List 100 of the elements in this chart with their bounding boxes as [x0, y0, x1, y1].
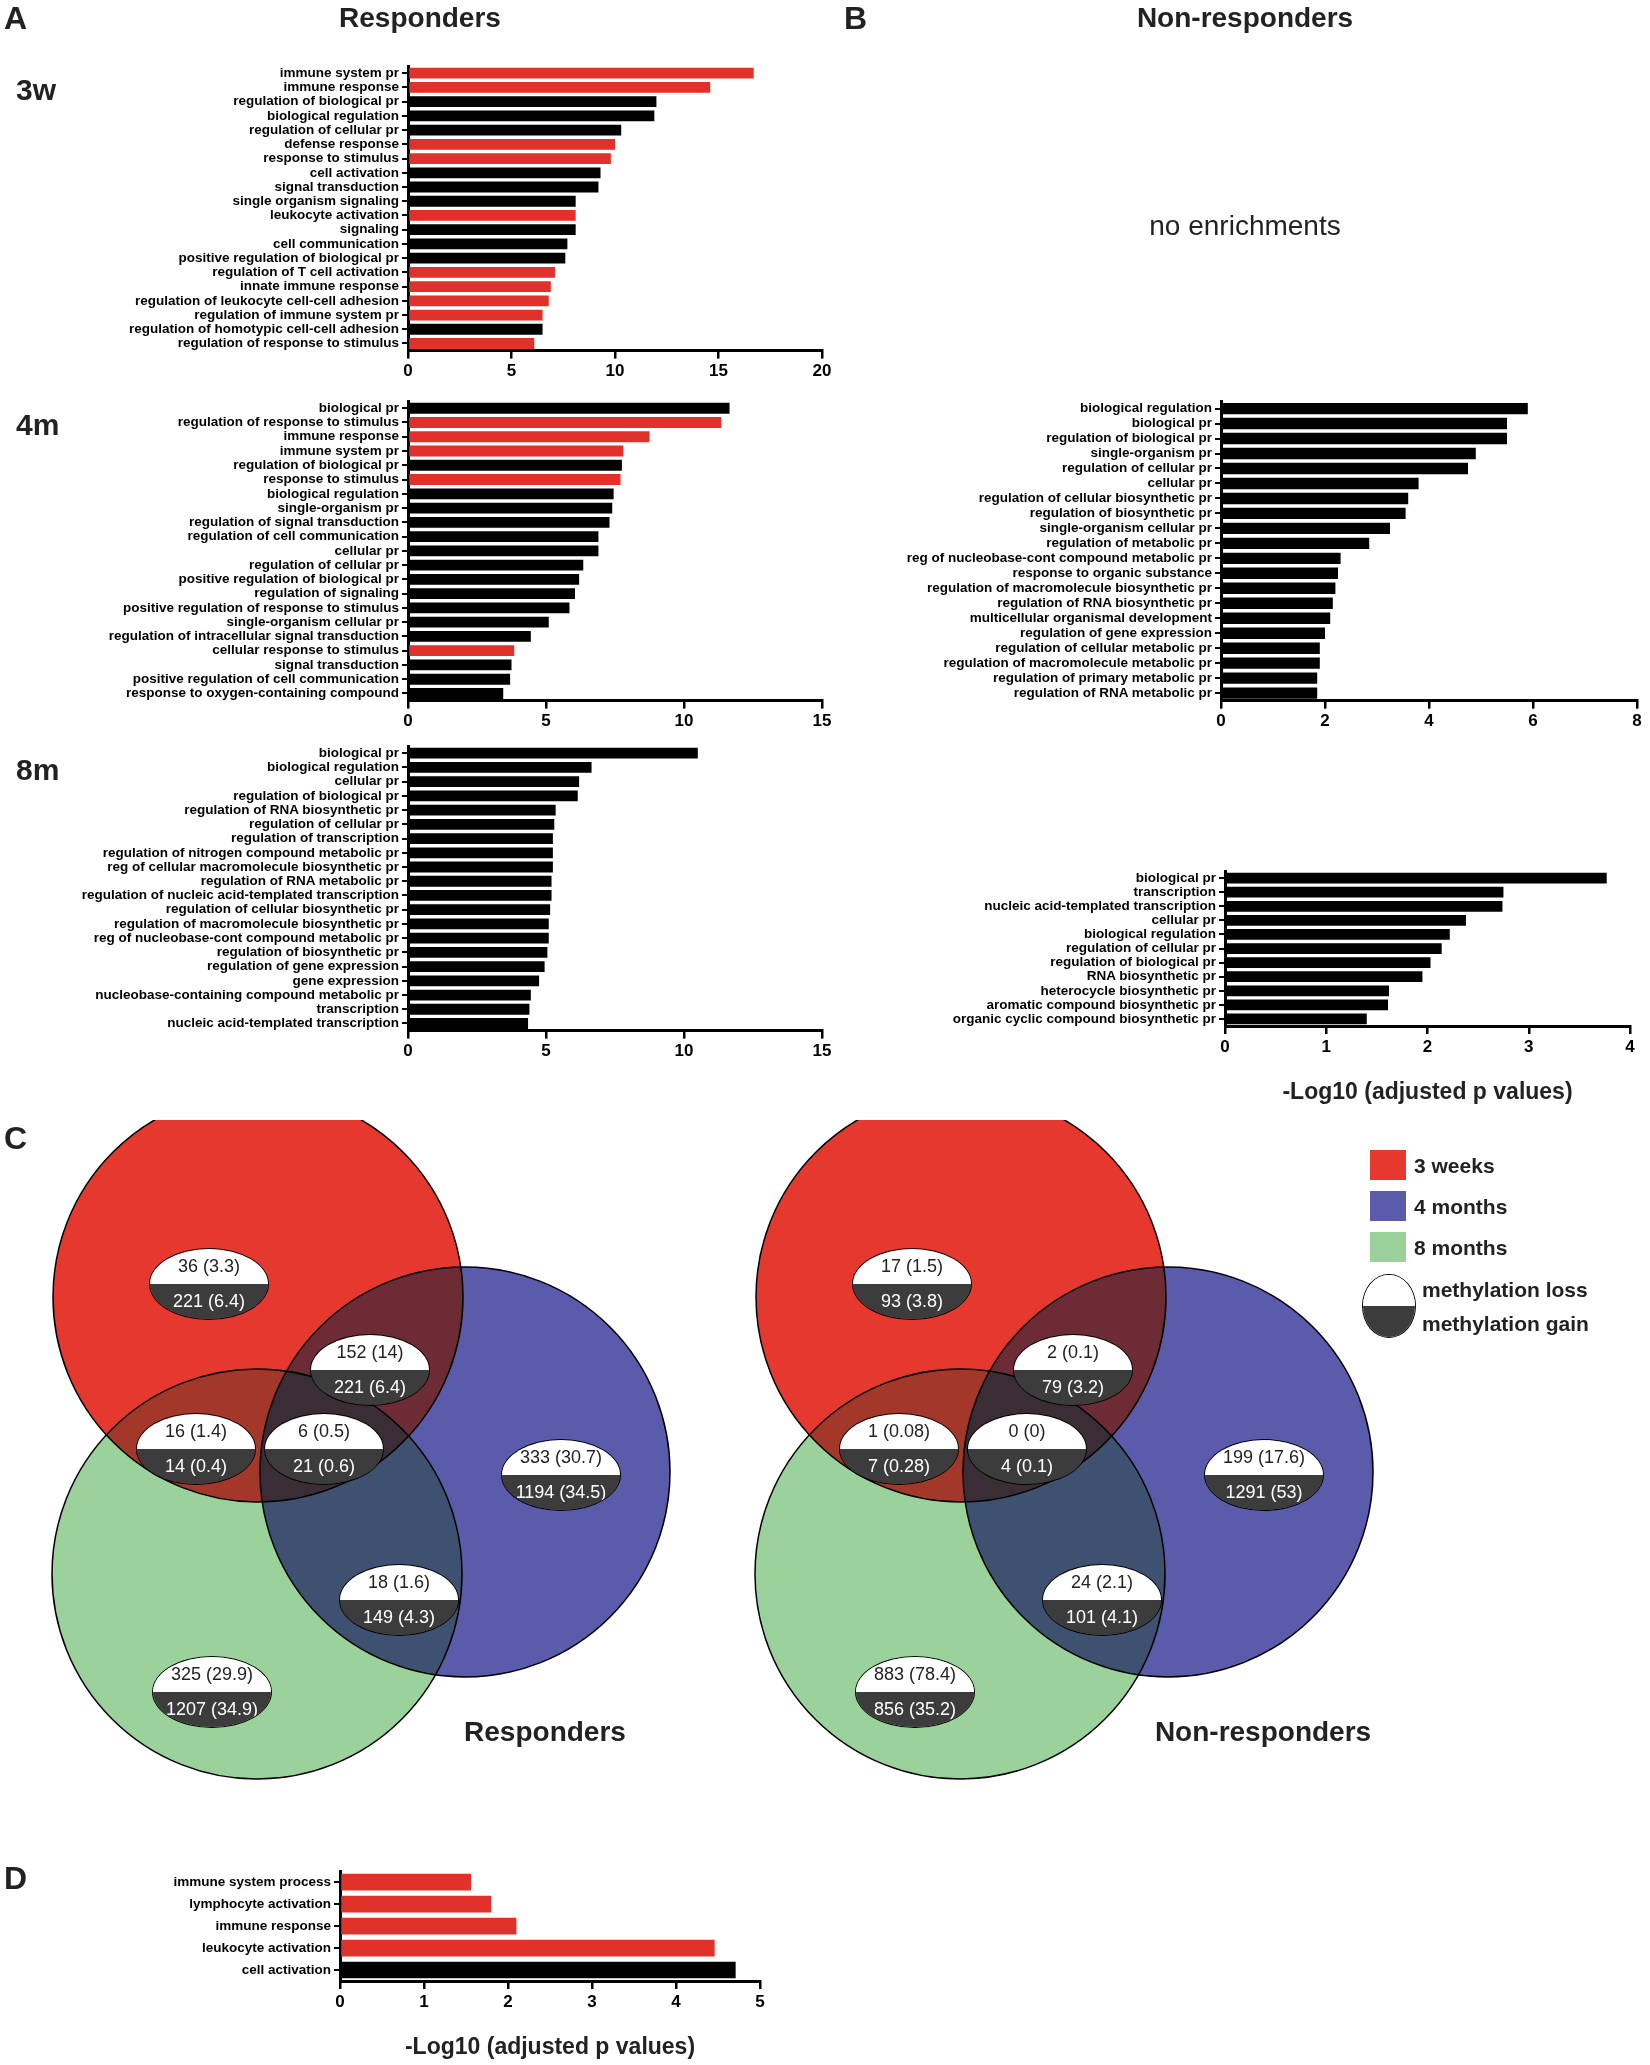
y-tick-label: lymphocyte activation — [189, 1895, 331, 1911]
bar — [341, 1895, 492, 1913]
x-tick-label: 0 — [335, 1991, 345, 2011]
y-tick-label: biological pr — [318, 744, 400, 760]
y-tick-label: cellular pr — [1147, 475, 1213, 491]
y-tick-label: heterocycle biosynthetic pr — [1040, 982, 1217, 998]
y-tick-label: regulation of nitrogen compound metabolic pr — [102, 844, 400, 860]
y-tick-label: biological pr — [1131, 415, 1213, 431]
bar — [409, 210, 576, 221]
y-tick-label: regulation of nucleic acid-templated transcription — [81, 887, 399, 903]
y-tick-label: biological pr — [318, 399, 400, 415]
text: no enrichments — [1148, 210, 1342, 242]
x-tick-label: 0 — [1220, 1036, 1230, 1056]
y-tick-label: regulation of T cell activation — [212, 264, 399, 280]
y-tick-label: regulation of biosynthetic pr — [216, 944, 400, 960]
y-tick-label: multicellular organismal development — [969, 609, 1213, 625]
text: 325 (29.9) — [153, 1657, 271, 1692]
y-tick-label: regulation of signaling — [254, 585, 399, 601]
text: 1207 (34.9) — [153, 1692, 271, 1727]
x-tick-label: 2 — [1422, 1036, 1433, 1056]
bar — [409, 138, 615, 150]
text: 149 (4.3) — [340, 1600, 458, 1635]
text: D — [4, 1860, 28, 1897]
x-tick-label: 1 — [419, 1991, 429, 2011]
text: 36 (3.3) — [150, 1249, 268, 1284]
y-tick-label: cellular response to stimulus — [212, 642, 399, 658]
bar — [409, 295, 549, 307]
text: 18 (1.6) — [340, 1565, 458, 1600]
text: 24 (2.1) — [1043, 1565, 1161, 1600]
y-tick-label: reg of nucleobase-cont compound metabolic pr — [906, 550, 1213, 566]
y-tick-label: single-organism pr — [1090, 445, 1213, 461]
y-tick-label: regulation of macromolecule biosynthetic pr — [926, 580, 1213, 596]
text: 17 (1.5) — [853, 1249, 971, 1284]
y-tick-label: nucleic acid-templated transcription — [167, 1015, 399, 1031]
text: C — [4, 1120, 28, 1157]
y-tick-label: positive regulation of biological pr — [178, 249, 400, 265]
y-tick-label: positive regulation of response to stimulus — [122, 599, 399, 615]
text: 0 (0) — [968, 1414, 1086, 1449]
bar — [409, 281, 551, 292]
y-tick-label: immune system process — [173, 1873, 331, 1889]
y-tick-label: single-organism cellular pr — [1039, 520, 1213, 536]
text: 3 weeks — [1414, 1154, 1495, 1178]
y-tick-label: biological regulation — [266, 485, 399, 501]
text: 93 (3.8) — [853, 1284, 971, 1319]
x-tick-label: 4 — [1424, 711, 1435, 731]
text: 6 (0.5) — [265, 1414, 383, 1449]
y-tick-label: cell activation — [241, 1961, 331, 1977]
y-tick-label: regulation of RNA biosynthetic pr — [997, 594, 1213, 610]
y-tick-label: regulation of cellular biosynthetic pr — [165, 901, 400, 917]
text: methylation gain — [1422, 1312, 1589, 1336]
bar — [409, 645, 515, 657]
y-tick-label: regulation of gene expression — [1019, 624, 1212, 640]
bar — [341, 1873, 472, 1891]
x-tick-label: 5 — [755, 1991, 765, 2011]
x-tick-label: 3 — [1524, 1036, 1534, 1056]
text: 333 (30.7) — [502, 1440, 620, 1475]
y-tick-label: regulation of cellular biosynthetic pr — [978, 490, 1213, 506]
text: 221 (6.4) — [311, 1370, 429, 1405]
y-tick-label: biological regulation — [1079, 400, 1212, 416]
y-tick-label: regulation of macromolecule metabolic pr — [943, 654, 1213, 670]
text: 7 (0.28) — [840, 1449, 958, 1484]
y-tick-label: regulation of transcription — [230, 830, 399, 846]
y-tick-label: cellular pr — [334, 542, 400, 558]
text: 1194 (34.5) — [502, 1475, 620, 1510]
x-tick-label: 5 — [506, 361, 517, 381]
text: 8 months — [1414, 1236, 1508, 1260]
text: 4m — [16, 408, 60, 442]
y-tick-label: immune response — [283, 79, 400, 95]
y-tick-label: immune system pr — [279, 64, 400, 80]
y-tick-label: leukocyte activation — [201, 1939, 331, 1955]
y-tick-label: regulation of biological pr — [233, 787, 400, 803]
y-tick-label: cell activation — [309, 164, 399, 180]
y-tick-label: regulation of response to stimulus — [177, 414, 399, 430]
x-tick-label: 15 — [812, 1041, 832, 1061]
text: 79 (3.2) — [1014, 1370, 1132, 1405]
y-tick-label: response to stimulus — [263, 471, 399, 487]
text: 3w — [16, 73, 57, 107]
x-tick-label: 8 — [1632, 711, 1642, 731]
y-tick-label: regulation of cellular pr — [1065, 940, 1217, 956]
bar — [409, 445, 624, 457]
text: 883 (78.4) — [856, 1657, 974, 1692]
y-tick-label: regulation of cellular pr — [248, 816, 400, 832]
y-tick-label: regulation of leukocyte cell-cell adhesion — [134, 292, 399, 308]
y-tick-label: defense response — [284, 136, 400, 152]
bar — [409, 417, 722, 428]
text: 8m — [16, 753, 60, 787]
y-tick-label: regulation of biological pr — [233, 457, 400, 472]
bar — [409, 67, 754, 79]
y-tick-label: regulation of macromolecule biosynthetic pr — [113, 915, 400, 931]
x-tick-label: 4 — [1625, 1036, 1636, 1056]
x-tick-label: 10 — [674, 1041, 694, 1061]
text: 21 (0.6) — [265, 1449, 383, 1484]
bar — [341, 1917, 517, 1935]
text: 4 (0.1) — [968, 1449, 1086, 1484]
y-tick-label: regulation of biosynthetic pr — [1029, 505, 1213, 521]
y-tick-label: leukocyte activation — [269, 207, 399, 223]
y-tick-label: biological regulation — [1083, 926, 1216, 942]
y-tick-label: regulation of gene expression — [206, 958, 399, 974]
text: 221 (6.4) — [150, 1284, 268, 1319]
y-tick-label: regulation of RNA metabolic pr — [1013, 684, 1213, 700]
